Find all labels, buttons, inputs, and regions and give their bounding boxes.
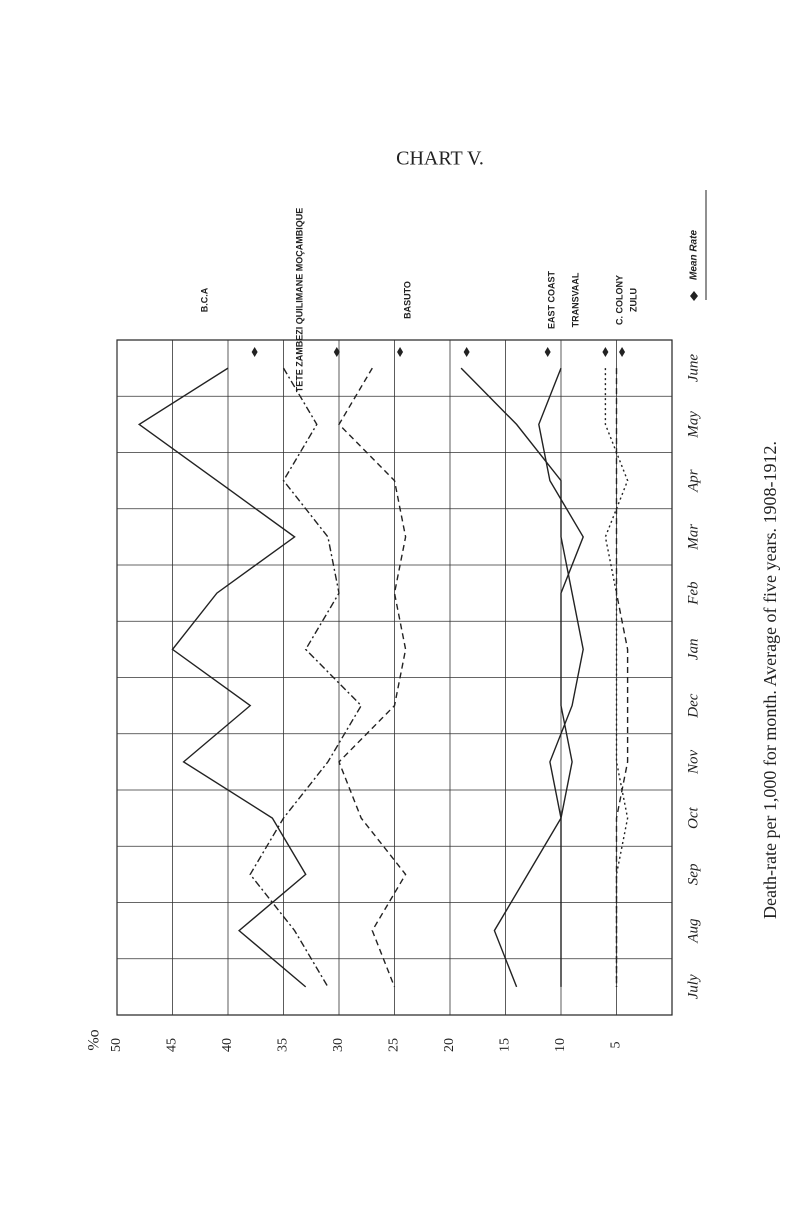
month-label: Sep (685, 863, 701, 885)
series-line (249, 367, 363, 988)
x-tick-label: 10 (553, 1038, 568, 1052)
x-tick-label: 45 (165, 1038, 180, 1052)
month-label: May (685, 411, 701, 439)
x-tick-label: 5 (609, 1042, 624, 1049)
month-label: Aug (685, 918, 701, 944)
month-label: Mar (685, 524, 701, 551)
legend-marker (690, 291, 698, 301)
series-line (615, 368, 629, 987)
series-label: EAST COAST (546, 271, 556, 330)
chart-title: CHART V. (396, 148, 484, 170)
series-line (460, 367, 584, 988)
series-label: B.C.A (199, 287, 209, 312)
x-tick-label: 15 (498, 1038, 513, 1052)
month-label: Jan (685, 639, 701, 661)
series-label: ZULU (628, 288, 638, 312)
series-line (137, 367, 307, 988)
month-label: June (685, 354, 701, 383)
x-tick-label: 20 (442, 1038, 457, 1052)
month-label: Dec (685, 693, 701, 718)
x-tick-label: 25 (387, 1038, 402, 1052)
x-tick-label: 50 (109, 1038, 124, 1052)
mean-marker (397, 347, 404, 357)
x-tick-label: 35 (276, 1038, 291, 1052)
series-label: TETE ZAMBEZI QUILIMANE MOÇAMBIQUE (294, 208, 304, 393)
x-tick-label: 30 (331, 1038, 346, 1052)
month-label: July (685, 974, 701, 999)
month-label: Feb (685, 581, 701, 606)
x-tick-label: 40 (220, 1038, 235, 1052)
series-line (338, 367, 407, 988)
x-axis-label: %o (86, 1029, 103, 1050)
mean-marker (333, 347, 340, 357)
mean-marker (251, 347, 258, 357)
series-label: C. COLONY (614, 275, 624, 325)
mean-marker (602, 347, 609, 357)
series-label: TRANSVAAL (570, 272, 580, 327)
caption: Death-rate per 1,000 for month. Average … (760, 441, 780, 919)
series-line (604, 368, 629, 987)
mean-marker (463, 347, 470, 357)
month-label: Apr (685, 469, 701, 493)
mean-marker (619, 347, 626, 357)
mean-marker (544, 347, 551, 357)
series-label: BASUTO (402, 281, 412, 319)
month-label: Nov (685, 749, 701, 775)
series-line (538, 367, 584, 987)
legend-label: Mean Rate (689, 230, 700, 280)
month-label: Oct (685, 806, 701, 828)
